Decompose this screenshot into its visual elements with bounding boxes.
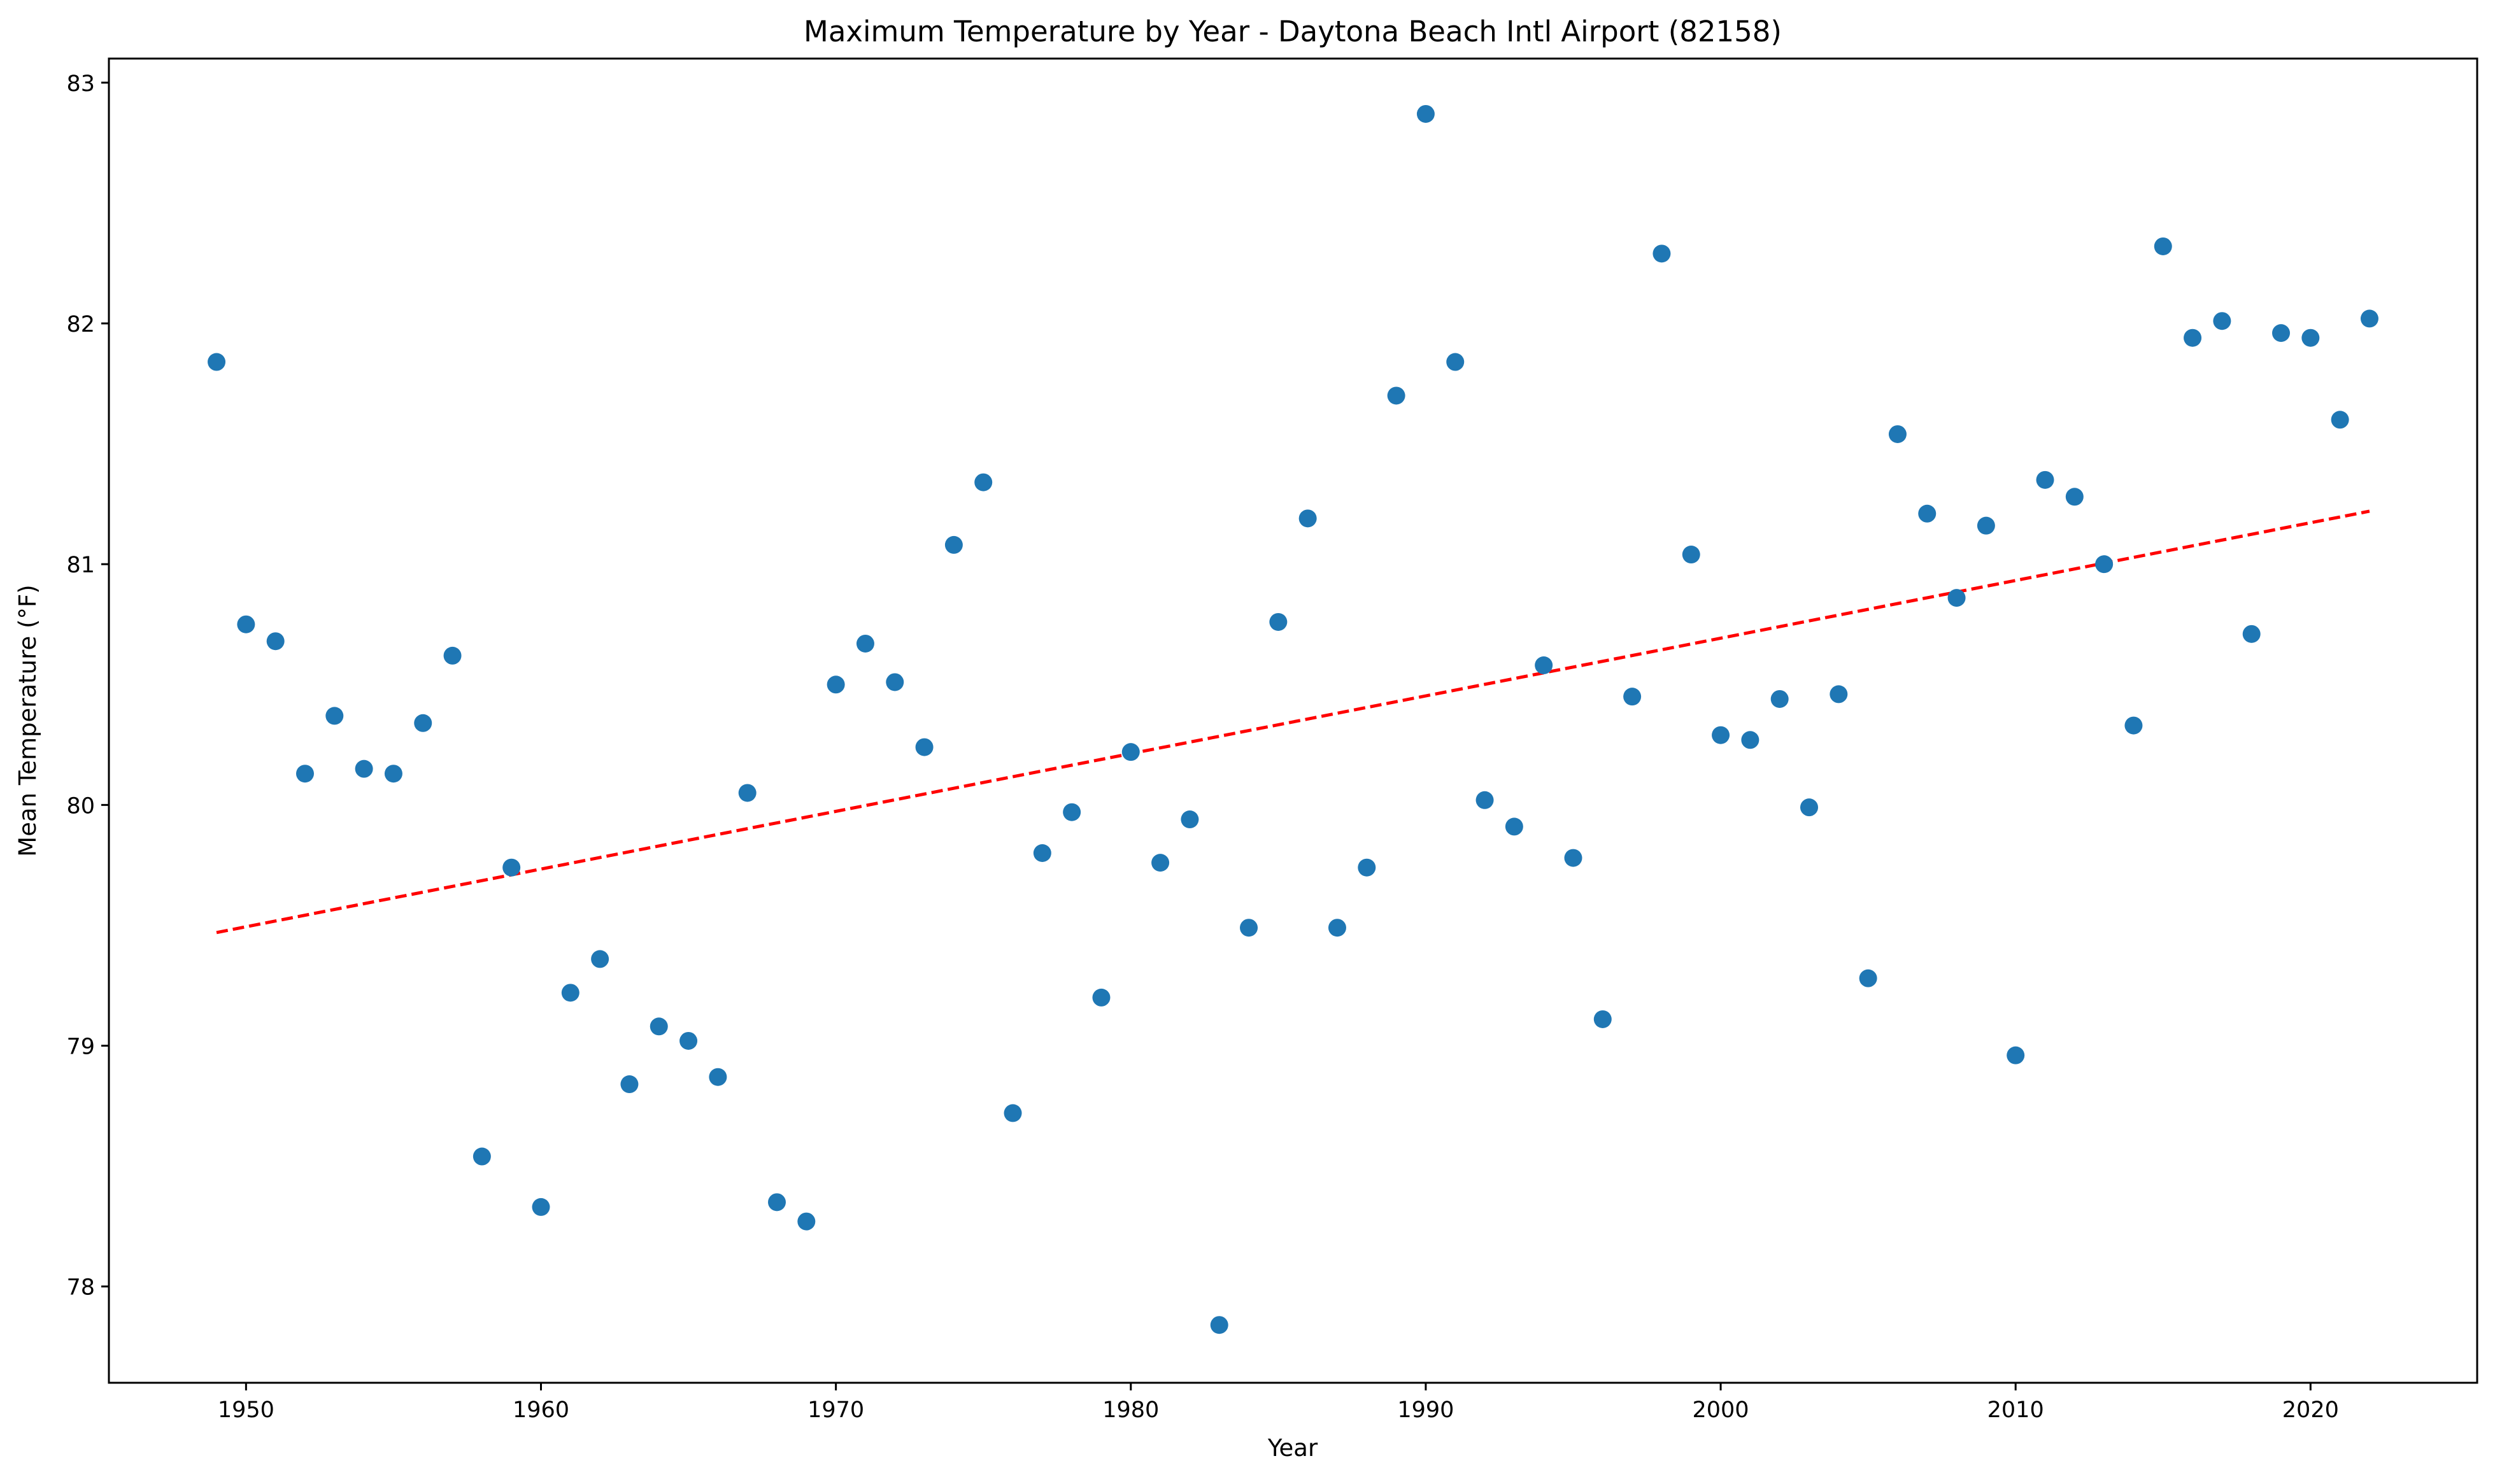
data-point: [2301, 329, 2320, 347]
chart-title: Maximum Temperature by Year - Daytona Be…: [804, 15, 1782, 48]
data-point: [473, 1147, 491, 1166]
data-point: [1121, 743, 1140, 761]
y-tick-label: 82: [66, 312, 95, 337]
data-point: [1475, 791, 1494, 809]
x-tick-label: 1970: [807, 1397, 864, 1423]
data-point: [1387, 386, 1405, 405]
data-point: [355, 760, 373, 778]
y-tick-label: 80: [66, 793, 95, 819]
data-point: [1653, 244, 1671, 263]
data-point: [768, 1193, 786, 1212]
data-point: [208, 353, 226, 371]
data-point: [414, 714, 432, 732]
x-tick-label: 2010: [1987, 1397, 2044, 1423]
x-tick-label: 1950: [218, 1397, 274, 1423]
data-point: [1859, 969, 1877, 987]
data-point: [1830, 685, 1848, 703]
data-point: [709, 1068, 727, 1086]
data-point: [1977, 516, 1995, 535]
data-point: [1446, 353, 1465, 371]
x-tick-label: 1960: [513, 1397, 569, 1423]
data-point: [1004, 1104, 1022, 1122]
data-point: [1888, 425, 1907, 443]
data-point: [2095, 555, 2114, 574]
y-axis-label: Mean Temperature (°F): [14, 584, 41, 856]
data-point: [2242, 625, 2261, 643]
data-point: [827, 675, 845, 694]
data-point: [650, 1017, 668, 1036]
data-point: [1269, 612, 1288, 631]
data-point: [1623, 688, 1642, 706]
data-point: [915, 738, 934, 756]
data-point: [856, 634, 874, 653]
data-point: [2036, 470, 2054, 489]
plot-area-frame: [108, 57, 2478, 1384]
data-point: [532, 1198, 550, 1216]
data-point: [1416, 104, 1435, 123]
data-point: [1505, 817, 1523, 836]
data-point: [2272, 324, 2291, 343]
data-point: [295, 765, 314, 783]
data-point: [1358, 858, 1376, 877]
x-tick-label: 1990: [1397, 1397, 1454, 1423]
trend-line: [216, 509, 2370, 935]
data-point: [886, 673, 904, 691]
data-point: [1918, 504, 1937, 523]
y-tick-label: 79: [66, 1035, 95, 1060]
data-point: [1328, 919, 1346, 937]
data-point: [2065, 488, 2084, 506]
data-point: [1181, 810, 1199, 829]
data-point: [2154, 237, 2172, 255]
data-point: [1593, 1010, 1612, 1028]
data-point: [266, 632, 285, 651]
data-point: [1800, 798, 1818, 817]
data-point: [1770, 689, 1789, 708]
data-point: [1298, 509, 1317, 528]
data-point: [1947, 589, 1966, 607]
data-point: [738, 784, 757, 802]
data-point: [944, 535, 963, 554]
data-point: [237, 615, 255, 633]
data-point: [1151, 854, 1170, 872]
data-point: [1210, 1316, 1228, 1334]
data-point: [2007, 1046, 2025, 1064]
data-point: [1535, 656, 1553, 675]
data-point: [1682, 546, 1700, 564]
data-point: [1092, 988, 1111, 1007]
data-point: [1712, 726, 1730, 744]
data-point: [502, 858, 521, 877]
data-point: [2360, 309, 2378, 328]
data-point: [2213, 312, 2231, 330]
data-point: [591, 950, 609, 968]
data-point: [2331, 411, 2349, 429]
data-point: [974, 473, 993, 491]
data-point: [1741, 731, 1759, 749]
data-point: [443, 646, 462, 665]
y-tick-label: 81: [66, 553, 95, 578]
data-point: [561, 984, 579, 1002]
data-point: [384, 765, 402, 783]
data-point: [620, 1075, 639, 1094]
x-tick-label: 2000: [1693, 1397, 1749, 1423]
data-point: [1063, 803, 1081, 821]
data-point: [1033, 844, 1051, 862]
data-point: [325, 707, 344, 725]
x-tick-label: 2020: [2282, 1397, 2339, 1423]
x-axis-label: Year: [1267, 1434, 1318, 1462]
data-point: [1564, 849, 1582, 867]
data-point: [679, 1031, 698, 1050]
y-tick-label: 78: [66, 1275, 95, 1301]
data-point: [2184, 329, 2202, 347]
data-point: [797, 1212, 816, 1231]
data-point: [1240, 919, 1258, 937]
data-point: [2124, 716, 2143, 735]
x-tick-label: 1980: [1102, 1397, 1159, 1423]
y-tick-label: 83: [66, 71, 95, 97]
